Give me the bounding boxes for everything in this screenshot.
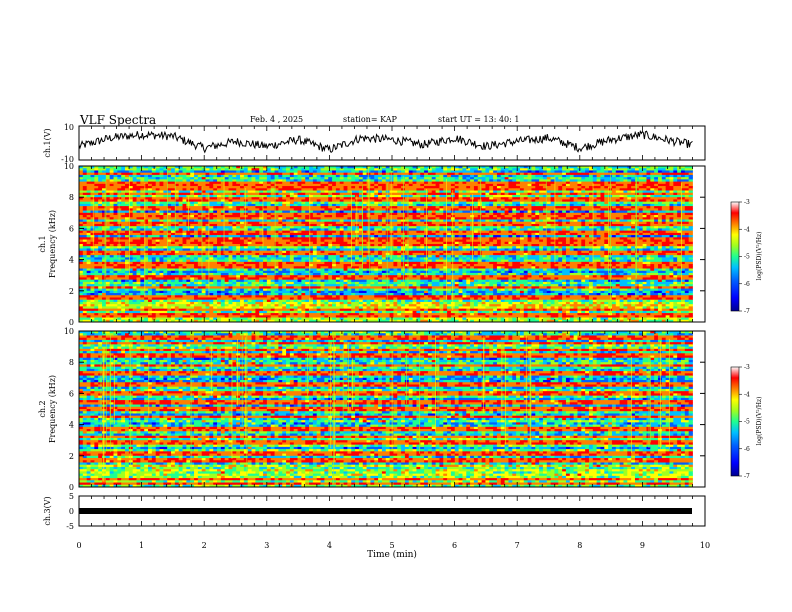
time-tick-label: 8 bbox=[577, 541, 582, 550]
ch1-ytick-top: 10 bbox=[64, 123, 74, 132]
ch2-colorbar: -3 -4 -5 -6 -7 log(PSD)(V²/Hz) bbox=[730, 364, 763, 480]
start-time-label: start UT = 13: 40: 1 bbox=[438, 115, 519, 124]
time-tick-label: 3 bbox=[264, 541, 269, 550]
date-label: Feb. 4 , 2025 bbox=[250, 115, 303, 124]
freq-tick-label: 6 bbox=[69, 224, 74, 233]
ch1-spectrogram-panel: 0 2 4 6 8 10 ch.1 Frequency (kHz) bbox=[38, 162, 706, 327]
time-tick-label: 1 bbox=[139, 541, 144, 550]
ch2-spectrogram-image bbox=[79, 331, 693, 488]
freq-tick-label: 0 bbox=[69, 483, 74, 492]
time-tick-label: 9 bbox=[640, 541, 645, 550]
freq-tick-label: 0 bbox=[69, 318, 74, 327]
ch2-freq-ylabel-line1: ch.2 bbox=[38, 400, 47, 417]
ch3-waveform-band bbox=[79, 508, 692, 514]
freq-tick-label: 2 bbox=[69, 452, 74, 461]
freq-tick-label: 8 bbox=[69, 193, 74, 202]
time-tick-label: 2 bbox=[202, 541, 207, 550]
time-tick-label: 5 bbox=[389, 541, 394, 550]
freq-tick-label: 2 bbox=[69, 287, 74, 296]
ch1-spectrogram-image bbox=[79, 166, 693, 323]
ch3-ylabel: ch.3(V) bbox=[43, 496, 52, 525]
freq-tick-label: 8 bbox=[69, 358, 74, 367]
ch1-colorbar-label: log(PSD)(V²/Hz) bbox=[756, 232, 763, 281]
time-tick-label: 6 bbox=[452, 541, 457, 550]
colorbar-tick-label: -3 bbox=[744, 199, 750, 206]
colorbar-tick-label: -6 bbox=[744, 446, 750, 453]
ch1-ytick-bottom: -10 bbox=[61, 155, 74, 164]
time-axis-label: Time (min) bbox=[367, 549, 417, 560]
ch3-ytick-mid: 0 bbox=[69, 507, 74, 516]
colorbar-tick-label: -4 bbox=[744, 391, 750, 398]
colorbar-tick-label: -4 bbox=[744, 226, 750, 233]
freq-tick-label: 4 bbox=[69, 256, 74, 265]
ch3-waveform-panel: 5 0 -5 ch.3(V) bbox=[43, 492, 706, 531]
freq-tick-label: 6 bbox=[69, 389, 74, 398]
ch1-waveform-line bbox=[78, 129, 693, 154]
colorbar-tick-label: -5 bbox=[744, 254, 750, 261]
colorbar-tick-label: -6 bbox=[744, 281, 750, 288]
time-tick-label: 0 bbox=[76, 541, 81, 550]
ch1-freq-ylabel-line1: ch.1 bbox=[38, 235, 47, 252]
freq-tick-label: 10 bbox=[64, 162, 74, 171]
freq-tick-label: 4 bbox=[69, 421, 74, 430]
colorbar-tick-label: -7 bbox=[744, 308, 750, 315]
time-axis: 0 1 2 3 4 5 6 7 8 9 10 bbox=[76, 126, 710, 550]
chart-title: VLF Spectra bbox=[80, 113, 156, 127]
ch2-freq-ylabel-line2: Frequency (kHz) bbox=[48, 375, 57, 443]
ch2-spectrogram-panel: 0 2 4 6 8 10 ch.2 Frequency (kHz) bbox=[38, 327, 706, 492]
station-label: station= KAP bbox=[343, 115, 397, 124]
time-tick-label: 4 bbox=[327, 541, 332, 550]
colorbar-tick-label: -5 bbox=[744, 419, 750, 426]
ch1-waveform-panel: 10 -10 ch.1(V) bbox=[43, 123, 706, 164]
colorbar-tick-label: -7 bbox=[744, 473, 750, 480]
ch2-colorbar-label: log(PSD)(V²/Hz) bbox=[756, 397, 763, 446]
ch1-freq-ylabel-line2: Frequency (kHz) bbox=[48, 210, 57, 278]
colorbar-tick-label: -3 bbox=[744, 364, 750, 371]
freq-tick-label: 10 bbox=[64, 327, 74, 336]
ch1-ylabel: ch.1(V) bbox=[43, 128, 52, 157]
ch3-ytick-top: 5 bbox=[69, 492, 74, 501]
ch1-colorbar: -3 -4 -5 -6 -7 log(PSD)(V²/Hz) bbox=[730, 199, 763, 315]
ch3-ytick-bottom: -5 bbox=[66, 522, 74, 531]
time-tick-label: 10 bbox=[700, 541, 710, 550]
time-tick-label: 7 bbox=[515, 541, 520, 550]
